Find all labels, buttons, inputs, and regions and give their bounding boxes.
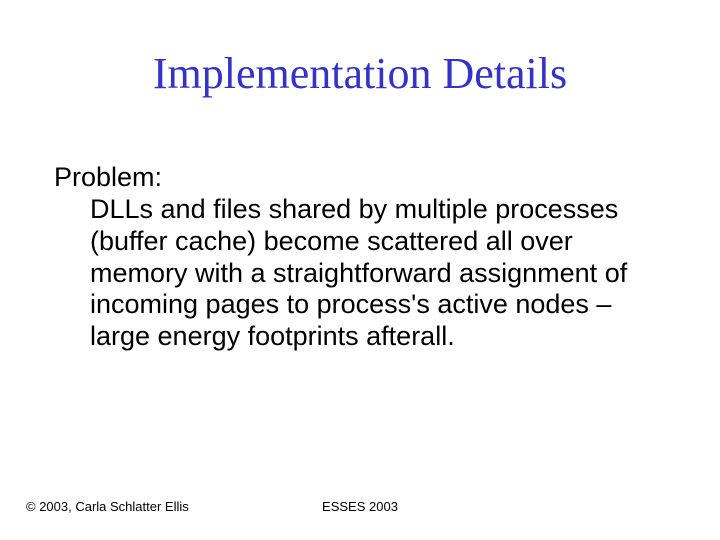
slide: Implementation Details Problem: DLLs and…	[0, 0, 720, 540]
body-text: DLLs and files shared by multiple proces…	[54, 194, 666, 353]
slide-title: Implementation Details	[0, 48, 720, 99]
slide-body: Problem: DLLs and files shared by multip…	[54, 162, 666, 353]
footer-event: ESSES 2003	[0, 499, 720, 514]
body-label: Problem:	[54, 162, 666, 194]
